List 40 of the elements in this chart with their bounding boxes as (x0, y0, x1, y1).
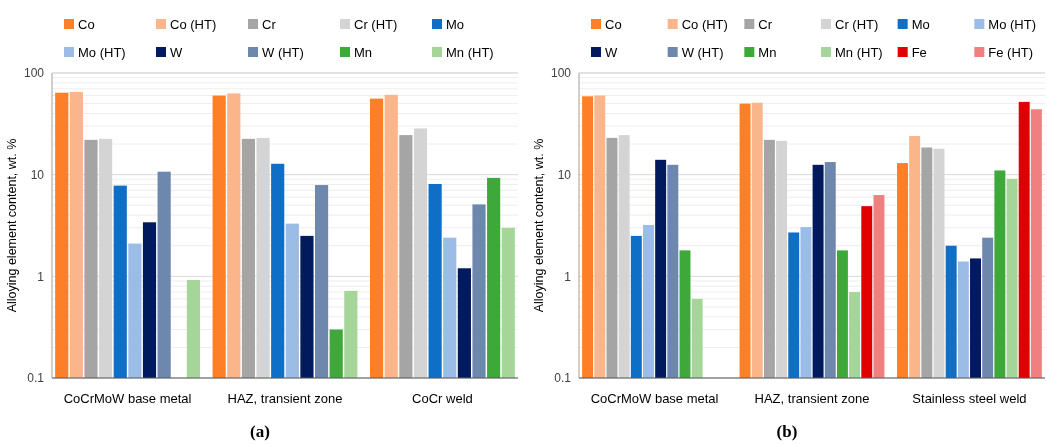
legend-label: Cr (758, 16, 773, 32)
x-tick-label: CoCrMoW base metal (63, 391, 192, 406)
y-tick-label: 0.1 (27, 371, 45, 386)
y-tick-label: 100 (23, 66, 45, 81)
text: (a) (250, 422, 270, 441)
legend-label: Co (605, 16, 622, 32)
y-axis-title: Alloying element content, wt. % (5, 138, 19, 313)
legend-label: Co (HT) (170, 16, 217, 32)
y-tick-label: 1 (37, 269, 45, 284)
x-tick-label: Stainless steel weld (912, 391, 1027, 406)
x-tick-label: HAZ, transient zone (227, 391, 343, 406)
legend-label: W (605, 44, 618, 60)
y-tick-label: 1 (564, 269, 572, 284)
x-tick-label: HAZ, transient zone (754, 391, 870, 406)
y-tick-label: 10 (557, 167, 572, 182)
legend-label: Mn (HT) (835, 44, 883, 60)
legend-label: W (HT) (681, 44, 724, 60)
y-tick-label: 10 (30, 167, 45, 182)
y-tick-label: 0.1 (554, 371, 572, 386)
legend-label: Mo (911, 16, 930, 32)
legend-label: Fe (HT) (988, 44, 1034, 60)
legend-label: Co (HT) (681, 16, 728, 32)
legend-label: Mo (HT) (988, 16, 1037, 32)
legend-label: Mn (758, 44, 777, 60)
x-tick-label: CoCrMoW base metal (590, 391, 719, 406)
legend-label: W (170, 44, 183, 60)
y-tick-label: 100 (550, 66, 572, 81)
legend-label: W (HT) (262, 44, 304, 60)
text: (b) (776, 422, 798, 441)
legend-label: Cr (HT) (354, 16, 398, 32)
legend-label: Co (78, 16, 95, 32)
legend-label: Mo (446, 16, 465, 32)
legend-label: Mo (HT) (78, 44, 126, 60)
legend-label: Mn (354, 44, 373, 60)
legend-label: Fe (911, 44, 927, 60)
x-tick-label: CoCr weld (412, 391, 473, 406)
legend-label: Cr (262, 16, 277, 32)
legend-label: Cr (HT) (835, 16, 879, 32)
y-axis-title: Alloying element content, wt. % (532, 138, 546, 313)
legend-label: Mn (HT) (446, 44, 494, 60)
